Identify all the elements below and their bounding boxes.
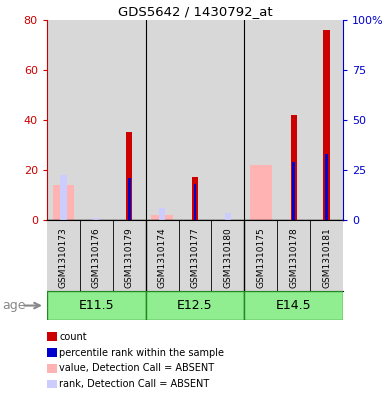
Bar bbox=[193, 184, 197, 220]
Bar bbox=[60, 175, 67, 220]
Text: E12.5: E12.5 bbox=[177, 299, 213, 312]
Text: GSM1310174: GSM1310174 bbox=[158, 227, 167, 288]
Text: count: count bbox=[59, 332, 87, 342]
Title: GDS5642 / 1430792_at: GDS5642 / 1430792_at bbox=[118, 6, 272, 18]
Bar bbox=[126, 132, 133, 220]
Bar bbox=[151, 215, 173, 220]
Text: value, Detection Call = ABSENT: value, Detection Call = ABSENT bbox=[59, 363, 214, 373]
Text: GSM1310175: GSM1310175 bbox=[256, 227, 265, 288]
Bar bbox=[325, 154, 328, 220]
Bar bbox=[80, 20, 113, 220]
Bar bbox=[192, 178, 198, 220]
Bar bbox=[47, 292, 145, 320]
Text: GSM1310181: GSM1310181 bbox=[322, 227, 331, 288]
Bar bbox=[128, 178, 131, 220]
Text: E14.5: E14.5 bbox=[276, 299, 312, 312]
Bar bbox=[250, 165, 271, 220]
Bar bbox=[323, 30, 330, 220]
Text: GSM1310176: GSM1310176 bbox=[92, 227, 101, 288]
Bar bbox=[245, 292, 343, 320]
Bar bbox=[211, 20, 245, 220]
Text: GSM1310179: GSM1310179 bbox=[125, 227, 134, 288]
Bar bbox=[93, 218, 99, 220]
Bar bbox=[179, 20, 211, 220]
Bar bbox=[291, 115, 297, 220]
Bar bbox=[277, 20, 310, 220]
Bar bbox=[145, 292, 245, 320]
Text: GSM1310177: GSM1310177 bbox=[190, 227, 200, 288]
Bar bbox=[225, 213, 231, 220]
Bar bbox=[113, 20, 145, 220]
Bar bbox=[310, 20, 343, 220]
Text: E11.5: E11.5 bbox=[78, 299, 114, 312]
Text: GSM1310173: GSM1310173 bbox=[59, 227, 68, 288]
Text: age: age bbox=[2, 299, 25, 312]
Bar bbox=[159, 208, 165, 220]
Bar bbox=[47, 20, 80, 220]
Text: GSM1310178: GSM1310178 bbox=[289, 227, 298, 288]
Bar bbox=[245, 20, 277, 220]
Text: percentile rank within the sample: percentile rank within the sample bbox=[59, 347, 224, 358]
Text: GSM1310180: GSM1310180 bbox=[223, 227, 232, 288]
Text: rank, Detection Call = ABSENT: rank, Detection Call = ABSENT bbox=[59, 379, 209, 389]
Bar bbox=[145, 20, 179, 220]
Bar bbox=[53, 185, 74, 220]
Bar bbox=[292, 162, 295, 220]
